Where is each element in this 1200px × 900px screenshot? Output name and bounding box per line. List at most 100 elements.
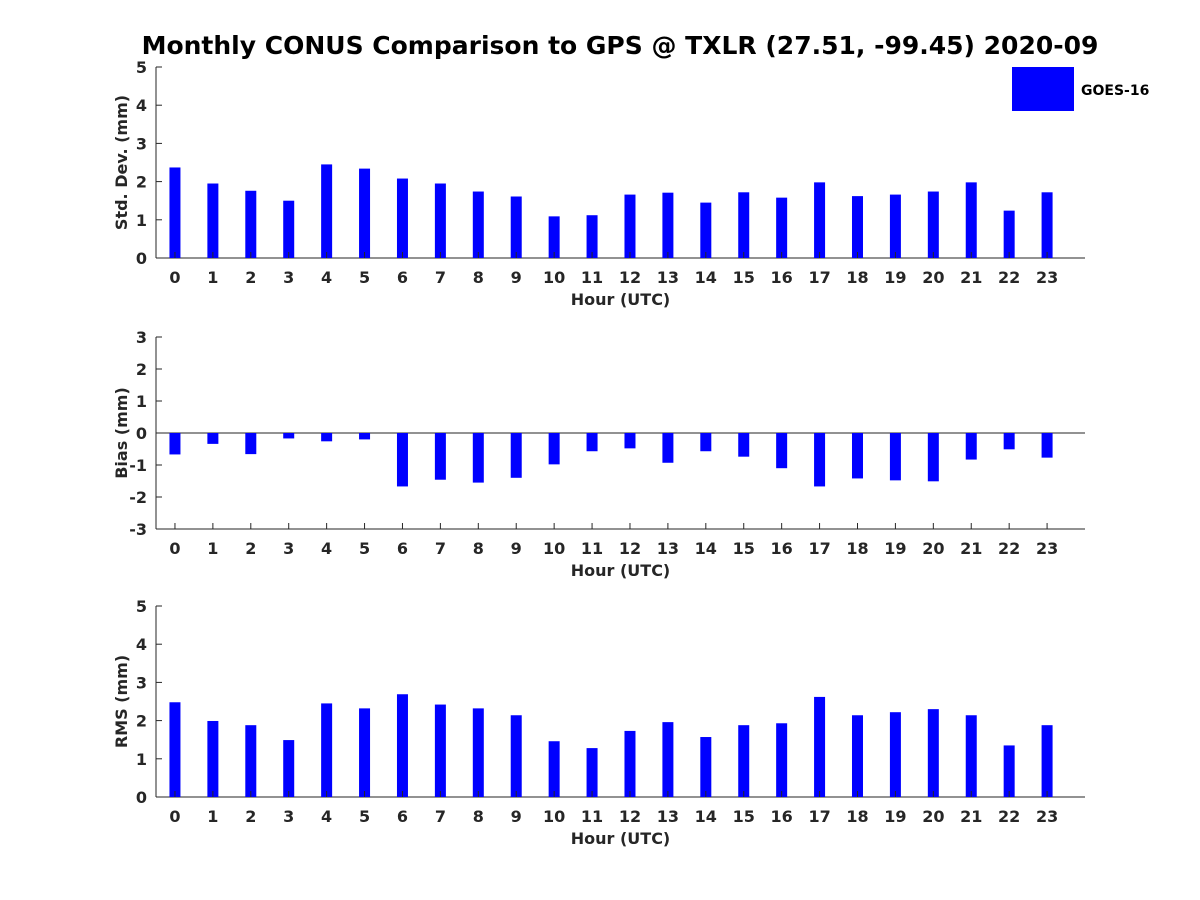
bar-bias-hour-12 bbox=[624, 433, 636, 449]
x-tick-label: 23 bbox=[1036, 268, 1058, 287]
x-tick-label: 6 bbox=[397, 807, 408, 826]
x-tick-label: 18 bbox=[846, 268, 868, 287]
x-tick-label: 19 bbox=[884, 539, 906, 558]
bar-rms-hour-12 bbox=[624, 730, 636, 797]
y-tick-label: -3 bbox=[129, 520, 147, 539]
y-tick-label: 2 bbox=[136, 360, 147, 379]
bar-rms-hour-21 bbox=[965, 715, 977, 797]
x-tick-label: 5 bbox=[359, 807, 370, 826]
y-axis-label: RMS (mm) bbox=[112, 655, 131, 748]
bar-std-dev-hour-11 bbox=[586, 215, 598, 258]
x-tick-label: 11 bbox=[581, 268, 603, 287]
x-axis-label: Hour (UTC) bbox=[571, 290, 671, 309]
legend-label-goes16: GOES-16 bbox=[1081, 83, 1149, 99]
bar-bias-hour-9 bbox=[510, 433, 522, 478]
bar-std-dev-hour-21 bbox=[965, 182, 977, 258]
y-tick-label: 3 bbox=[136, 673, 147, 692]
bar-rms-hour-16 bbox=[776, 723, 788, 797]
bar-rms-hour-4 bbox=[321, 703, 333, 797]
bar-bias-hour-2 bbox=[245, 433, 257, 455]
bar-std-dev-hour-1 bbox=[207, 183, 219, 258]
bar-rms-hour-7 bbox=[434, 704, 446, 797]
x-tick-label: 17 bbox=[808, 539, 830, 558]
x-tick-label: 23 bbox=[1036, 807, 1058, 826]
chart-title: Monthly CONUS Comparison to GPS @ TXLR (… bbox=[142, 31, 1099, 60]
x-tick-label: 3 bbox=[283, 539, 294, 558]
y-tick-label: 3 bbox=[136, 134, 147, 153]
y-tick-label: -2 bbox=[129, 488, 147, 507]
y-tick-label: 4 bbox=[136, 96, 147, 115]
bar-std-dev-hour-23 bbox=[1041, 192, 1053, 258]
y-tick-label: 1 bbox=[136, 211, 147, 230]
bar-rms-hour-20 bbox=[927, 709, 939, 797]
bar-bias-hour-19 bbox=[889, 433, 901, 481]
bar-bias-hour-3 bbox=[283, 433, 295, 439]
bar-std-dev-hour-2 bbox=[245, 190, 257, 258]
x-tick-label: 2 bbox=[245, 268, 256, 287]
y-tick-label: -1 bbox=[129, 456, 147, 475]
x-tick-label: 15 bbox=[733, 268, 755, 287]
bar-rms-hour-5 bbox=[359, 708, 371, 797]
x-tick-label: 14 bbox=[695, 268, 717, 287]
bar-bias-hour-21 bbox=[965, 433, 977, 460]
y-tick-label: 0 bbox=[136, 788, 147, 807]
x-tick-label: 20 bbox=[922, 539, 944, 558]
x-tick-label: 22 bbox=[998, 268, 1020, 287]
y-tick-label: 2 bbox=[136, 173, 147, 192]
bar-rms-hour-0 bbox=[169, 702, 181, 797]
bar-std-dev-hour-12 bbox=[624, 194, 636, 258]
x-tick-label: 0 bbox=[169, 807, 180, 826]
bar-rms-hour-10 bbox=[548, 741, 560, 797]
bar-std-dev-hour-14 bbox=[700, 202, 712, 258]
x-tick-label: 17 bbox=[808, 807, 830, 826]
x-tick-label: 20 bbox=[922, 807, 944, 826]
bar-rms-hour-23 bbox=[1041, 725, 1053, 797]
bar-bias-hour-16 bbox=[776, 433, 788, 469]
bar-rms-hour-3 bbox=[283, 740, 295, 797]
bar-bias-hour-15 bbox=[738, 433, 750, 457]
bar-std-dev-hour-19 bbox=[889, 194, 901, 258]
x-tick-label: 7 bbox=[435, 268, 446, 287]
y-axis-label: Bias (mm) bbox=[112, 387, 131, 479]
x-tick-label: 3 bbox=[283, 807, 294, 826]
x-tick-label: 1 bbox=[207, 807, 218, 826]
x-tick-label: 15 bbox=[733, 807, 755, 826]
x-tick-label: 6 bbox=[397, 539, 408, 558]
bar-bias-hour-14 bbox=[700, 433, 712, 452]
x-tick-label: 11 bbox=[581, 807, 603, 826]
x-tick-label: 12 bbox=[619, 539, 641, 558]
x-axis-label: Hour (UTC) bbox=[571, 829, 671, 848]
x-tick-label: 5 bbox=[359, 268, 370, 287]
bar-bias-hour-13 bbox=[662, 433, 674, 463]
x-tick-label: 5 bbox=[359, 539, 370, 558]
bar-std-dev-hour-7 bbox=[434, 183, 446, 258]
bar-bias-hour-6 bbox=[396, 433, 408, 487]
y-tick-label: 1 bbox=[136, 392, 147, 411]
legend: GOES-16 bbox=[1012, 67, 1149, 111]
x-tick-label: 17 bbox=[808, 268, 830, 287]
bar-std-dev-hour-3 bbox=[283, 200, 295, 258]
x-tick-label: 4 bbox=[321, 268, 332, 287]
bar-rms-hour-15 bbox=[738, 725, 750, 797]
x-tick-label: 13 bbox=[657, 807, 679, 826]
x-tick-label: 23 bbox=[1036, 539, 1058, 558]
bar-std-dev-hour-17 bbox=[814, 182, 826, 258]
x-tick-label: 22 bbox=[998, 807, 1020, 826]
x-tick-label: 2 bbox=[245, 539, 256, 558]
x-tick-label: 8 bbox=[473, 539, 484, 558]
x-tick-label: 14 bbox=[695, 539, 717, 558]
bar-bias-hour-18 bbox=[851, 433, 863, 479]
x-tick-label: 1 bbox=[207, 539, 218, 558]
x-tick-label: 7 bbox=[435, 539, 446, 558]
bar-bias-hour-20 bbox=[927, 433, 939, 482]
bar-std-dev-hour-16 bbox=[776, 197, 788, 258]
bar-bias-hour-10 bbox=[548, 433, 560, 465]
x-tick-label: 7 bbox=[435, 807, 446, 826]
y-tick-label: 5 bbox=[136, 58, 147, 77]
x-tick-label: 16 bbox=[771, 268, 793, 287]
bar-rms-hour-18 bbox=[851, 715, 863, 797]
bar-bias-hour-4 bbox=[321, 433, 333, 442]
x-tick-label: 1 bbox=[207, 268, 218, 287]
